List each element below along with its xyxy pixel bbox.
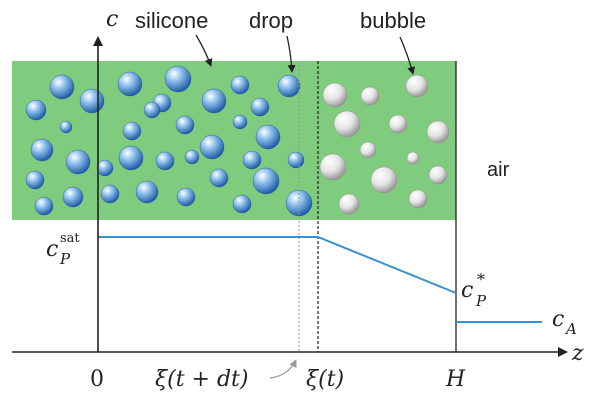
drop-particle (287, 151, 305, 169)
drop-particle (30, 138, 54, 162)
drop-particle (59, 120, 73, 134)
drop-particle (62, 186, 84, 208)
drop-particle (135, 180, 159, 204)
bubble-particle (428, 165, 448, 185)
bubble-particle (406, 151, 420, 165)
drop-particle (209, 168, 229, 188)
c-A-label: c (552, 307, 564, 332)
silicone-pointer (195, 34, 213, 67)
drop-particle (122, 121, 142, 141)
xi-t-dt-label: ξ(t + dt) (155, 367, 248, 392)
bubble-particle (426, 120, 450, 144)
drop-particle (199, 134, 225, 160)
bubble-label: bubble (360, 8, 426, 33)
drop-particle (79, 88, 105, 114)
c-axis-label: c (106, 7, 118, 32)
xi-pointer (269, 359, 297, 379)
drop-particle (230, 75, 250, 95)
air-label: air (487, 159, 510, 181)
drop-particle (242, 150, 262, 170)
bubble-pointer (399, 36, 416, 75)
drop-particle (96, 159, 114, 177)
drop-particle (25, 170, 45, 190)
bubble-particle (408, 189, 428, 209)
drop-label: drop (249, 8, 293, 33)
bubble-particle (333, 110, 361, 138)
bubble-particle (405, 74, 429, 98)
concentration-profile (98, 236, 457, 294)
drop-particle (100, 184, 120, 204)
c-star-sub: P (475, 292, 487, 310)
drop-particle (232, 114, 248, 130)
c-sat-label: c (46, 237, 58, 262)
bubble-particle (319, 153, 347, 181)
bubble-particle (359, 141, 377, 159)
drop-particle (232, 194, 252, 214)
drop-particle (65, 149, 91, 175)
z-axis-label: z (571, 341, 584, 366)
drop-particle (250, 97, 270, 117)
c-sat-sub: P (59, 250, 71, 268)
drop-particle (117, 71, 143, 97)
drop-particle (49, 74, 75, 100)
xi-t-label: ξ(t) (306, 367, 344, 392)
bubble-particle (338, 193, 360, 215)
drop-particle (175, 115, 195, 135)
drop-pointer (286, 35, 296, 73)
bubble-particle (370, 166, 398, 194)
bubble-particle (388, 114, 408, 134)
drop-particle (201, 88, 227, 114)
bubbles-group (319, 74, 450, 215)
drop-particle (34, 196, 54, 216)
drops-group (25, 65, 313, 217)
c-star-label: c (461, 278, 473, 303)
bubble-particle (322, 82, 348, 108)
drop-particle (155, 151, 175, 171)
drop-particle (176, 187, 196, 207)
bubble-particle (360, 86, 380, 106)
H-label: H (445, 367, 466, 392)
drop-particle (255, 124, 281, 150)
drop-particle (184, 149, 200, 165)
drop-particle (25, 99, 47, 121)
drop-particle (118, 145, 144, 171)
zero-label: 0 (90, 367, 104, 392)
drop-particle (252, 167, 280, 195)
c-sat-sup: sat (60, 231, 80, 246)
drop-particle (143, 101, 161, 119)
silicone-label: silicone (135, 8, 208, 33)
c-star-sup: * (477, 270, 485, 289)
drop-particle (277, 74, 301, 98)
c-A-sub: A (564, 320, 577, 338)
drop-particle (164, 65, 192, 93)
